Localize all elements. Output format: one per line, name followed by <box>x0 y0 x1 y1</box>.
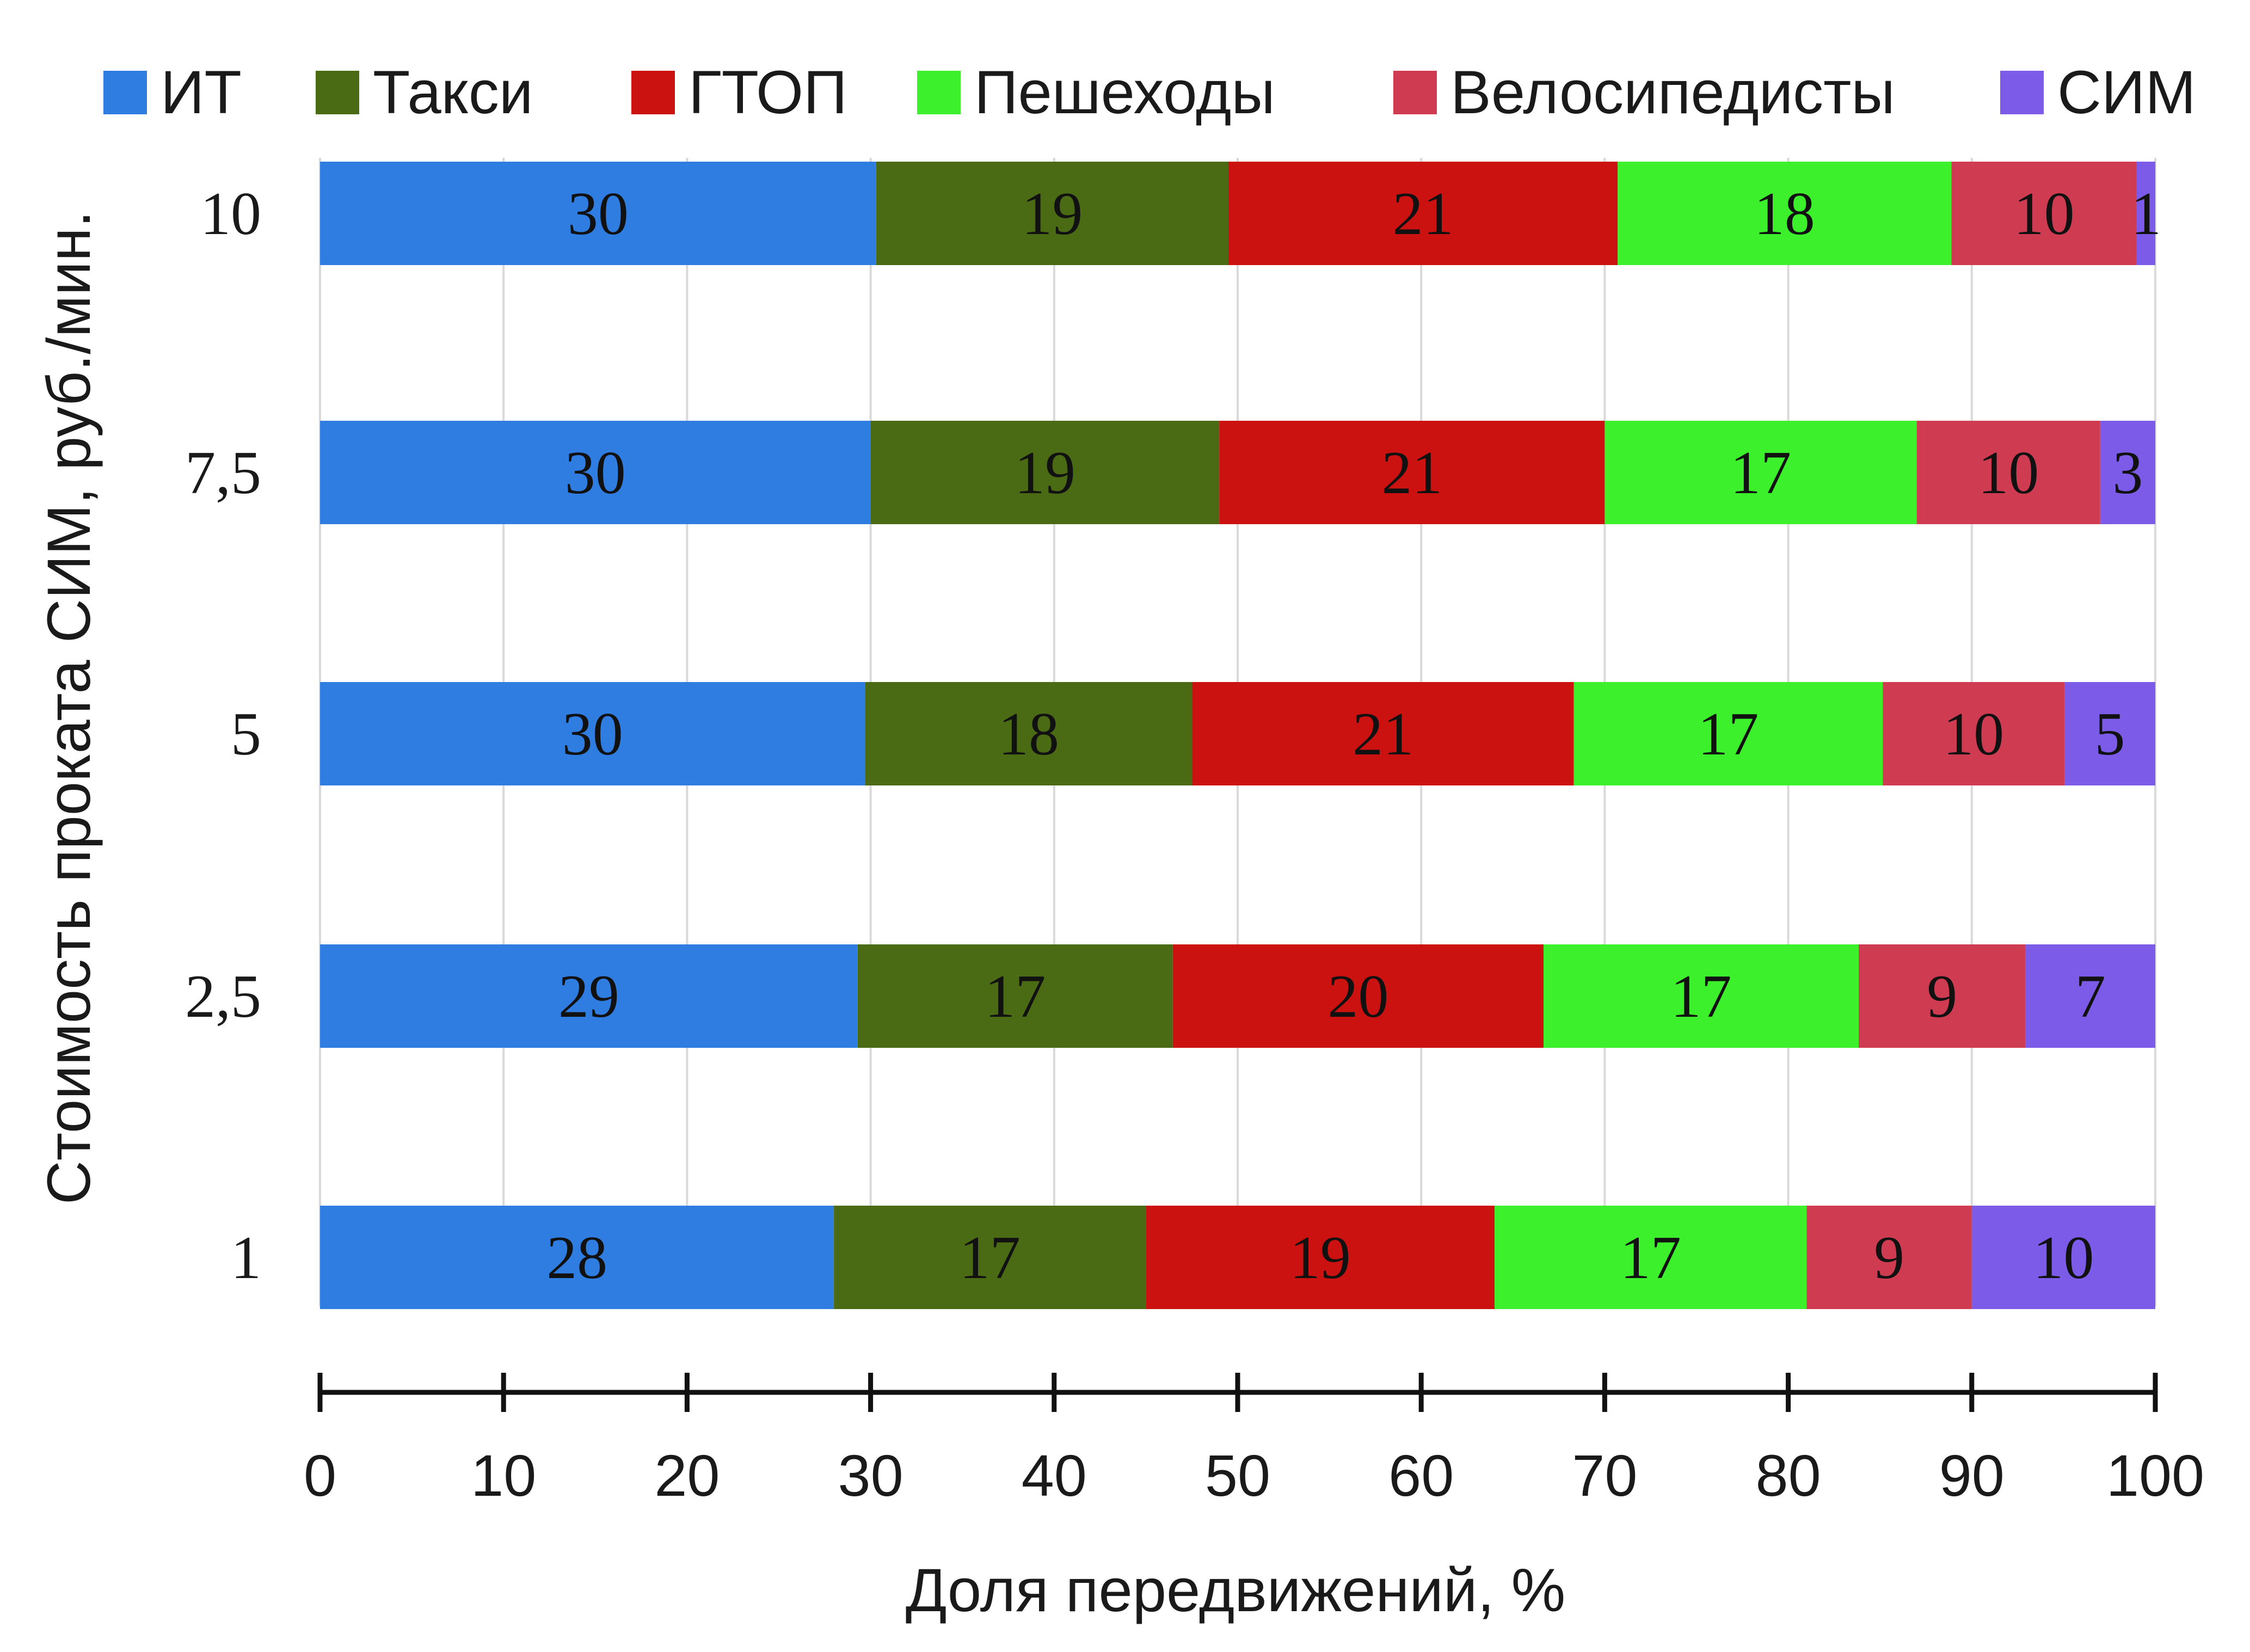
data-label: 30 <box>562 701 623 768</box>
legend: ИТ Такси ГТОП Пешеходы Велосипедисты СИМ <box>103 58 2196 126</box>
bar-segment <box>1618 162 1952 265</box>
bar-segment <box>320 944 858 1048</box>
x-tick-label: 30 <box>838 1442 903 1508</box>
data-label: 17 <box>1620 1224 1681 1292</box>
bar-segment <box>2064 682 2155 785</box>
bar-segment <box>1146 1206 1495 1309</box>
legend-swatch <box>316 71 359 114</box>
bar-segment <box>1219 421 1605 524</box>
data-label: 19 <box>1015 439 1075 507</box>
bar-segment <box>320 421 871 524</box>
data-label: 28 <box>546 1224 607 1292</box>
bar-segment <box>857 944 1173 1048</box>
data-label: 17 <box>960 1224 1021 1292</box>
x-tick-label: 60 <box>1388 1442 1454 1508</box>
legend-label: ГТОП <box>688 58 847 126</box>
bar-segment <box>2100 421 2155 524</box>
bar-segment <box>1859 944 2026 1048</box>
bar-segment <box>1495 1206 1807 1309</box>
x-tick-label: 0 <box>304 1442 336 1508</box>
bar-segment <box>320 1206 834 1309</box>
x-tick-label: 90 <box>1939 1442 2005 1508</box>
legend-label: Пешеходы <box>974 58 1275 126</box>
data-label: 18 <box>1754 180 1815 248</box>
data-label: 17 <box>1671 963 1732 1030</box>
data-label: 19 <box>1022 180 1083 248</box>
y-axis-title: Стоимость проката СИМ, руб./мин. <box>35 211 103 1205</box>
data-label: 30 <box>565 439 626 507</box>
x-tick-label: 20 <box>654 1442 720 1508</box>
bar-segment <box>320 682 865 785</box>
category-label: 7,5 <box>185 439 261 507</box>
bar-segment <box>2025 944 2155 1048</box>
x-axis: 0 10 20 30 40 50 60 70 80 90 100 <box>304 1373 2204 1508</box>
data-label: 17 <box>1730 439 1791 507</box>
category-label: 10 <box>200 180 261 248</box>
data-label: 30 <box>568 180 629 248</box>
bar-segment <box>1192 682 1574 785</box>
legend-swatch <box>103 71 147 114</box>
bar-segment <box>1916 421 2100 524</box>
bar-segment <box>320 162 876 265</box>
bars-group: 30 19 21 18 10 1 30 19 21 17 10 3 30 18 21 17 10 5 29 17 20 1… <box>320 162 2161 1309</box>
legend-swatch <box>1393 71 1437 114</box>
bar-segment <box>876 162 1228 265</box>
x-tick-label: 10 <box>471 1442 536 1508</box>
data-label: 21 <box>1381 439 1442 507</box>
bar-segment <box>1228 162 1618 265</box>
data-label: 21 <box>1353 701 1413 768</box>
x-tick-label: 70 <box>1572 1442 1637 1508</box>
data-label: 1 <box>2131 180 2161 248</box>
category-label: 1 <box>231 1224 261 1292</box>
bar-segment <box>834 1206 1146 1309</box>
data-label: 21 <box>1393 180 1454 248</box>
x-axis-title: Доля передвижений, % <box>906 1556 1566 1624</box>
x-tick-label: 50 <box>1205 1442 1270 1508</box>
bar-segment <box>1806 1206 1972 1309</box>
bar-segment <box>1971 1206 2155 1309</box>
x-tick-label: 80 <box>1756 1442 1821 1508</box>
bar-segment <box>1883 682 2065 785</box>
data-label: 7 <box>2075 963 2106 1030</box>
bar-segment <box>1951 162 2137 265</box>
legend-label: ИТ <box>161 58 242 126</box>
data-label: 17 <box>985 963 1046 1030</box>
data-label: 29 <box>558 963 619 1030</box>
category-label: 5 <box>231 701 261 768</box>
legend-swatch <box>917 71 961 114</box>
bar-segment <box>1573 682 1883 785</box>
x-tick-label: 100 <box>2106 1442 2204 1508</box>
data-label: 10 <box>1978 439 2039 507</box>
category-labels: 10 7,5 5 2,5 1 <box>185 180 261 1292</box>
legend-label: Такси <box>373 58 533 126</box>
category-label: 2,5 <box>185 963 261 1030</box>
data-label: 3 <box>2112 439 2143 507</box>
bar-segment <box>1544 944 1859 1048</box>
bar-segment <box>2136 162 2155 265</box>
bar-segment <box>865 682 1192 785</box>
legend-label: Велосипедисты <box>1450 58 1895 126</box>
bar-segment <box>1172 944 1544 1048</box>
bar-segment <box>870 421 1220 524</box>
data-label: 18 <box>998 701 1059 768</box>
x-tick-label: 40 <box>1022 1442 1087 1508</box>
data-label: 10 <box>1943 701 2004 768</box>
legend-swatch <box>631 71 675 114</box>
data-label: 10 <box>2014 180 2075 248</box>
data-label: 9 <box>1874 1224 1904 1292</box>
data-label: 5 <box>2095 701 2125 768</box>
data-label: 10 <box>2033 1224 2094 1292</box>
data-label: 19 <box>1290 1224 1351 1292</box>
bar-segment <box>1604 421 1917 524</box>
data-label: 20 <box>1327 963 1388 1030</box>
data-label: 9 <box>1927 963 1957 1030</box>
legend-label: СИМ <box>2057 58 2196 126</box>
legend-swatch <box>2000 71 2044 114</box>
data-label: 17 <box>1698 701 1759 768</box>
